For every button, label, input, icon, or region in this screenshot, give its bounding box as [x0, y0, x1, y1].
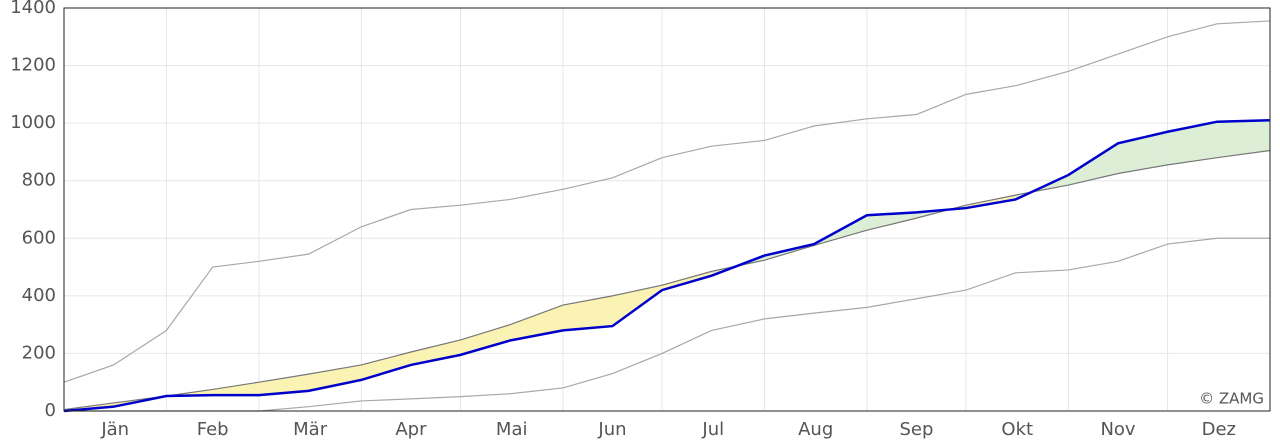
deviation-fill — [562, 295, 613, 331]
deviation-fill — [1167, 121, 1218, 165]
plot-frame — [63, 7, 1271, 412]
x-tick-label: Dez — [1202, 419, 1236, 440]
series-line — [63, 149, 1271, 411]
deviation-fill — [308, 364, 362, 391]
x-tick-label: Jun — [597, 419, 626, 440]
y-tick-label: 0 — [45, 400, 56, 421]
series-line — [63, 119, 1271, 413]
x-tick-label: Aug — [798, 419, 833, 440]
deviation-fill — [1068, 143, 1119, 186]
x-tick-label: Jän — [100, 419, 129, 440]
y-tick-label: 200 — [22, 342, 56, 363]
x-tick-label: Jul — [701, 419, 724, 440]
deviation-fill — [1217, 120, 1270, 158]
x-tick-label: Mai — [496, 419, 528, 440]
deviation-fill — [410, 339, 461, 365]
deviation-fill — [866, 212, 917, 231]
x-tick-label: Apr — [395, 419, 427, 440]
deviation-fill — [258, 374, 309, 396]
series-line — [63, 20, 1271, 383]
y-tick-label: 400 — [22, 285, 56, 306]
x-tick-label: Okt — [1001, 419, 1033, 440]
y-tick-label: 800 — [22, 170, 56, 191]
y-tick-label: 1000 — [10, 112, 56, 133]
deviation-fill — [510, 305, 563, 341]
deviation-fill — [361, 351, 411, 380]
y-tick-label: 1400 — [10, 0, 56, 18]
x-tick-label: Nov — [1100, 419, 1135, 440]
x-tick-label: Feb — [197, 419, 229, 440]
deviation-fill — [460, 324, 511, 355]
x-tick-label: Sep — [899, 419, 933, 440]
deviation-fill — [1118, 131, 1168, 174]
deviation-fill — [212, 382, 259, 396]
x-tick-label: Mär — [293, 419, 328, 440]
y-tick-label: 600 — [22, 227, 56, 248]
y-tick-label: 1200 — [10, 55, 56, 76]
annotation: © ZAMG — [1199, 390, 1264, 408]
